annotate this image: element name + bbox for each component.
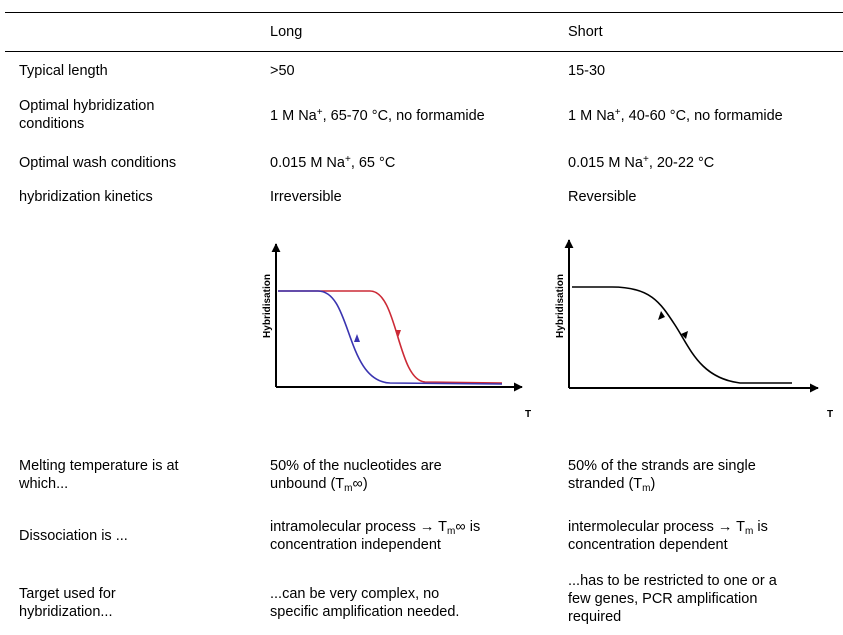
row-label-dissociation: Dissociation is ...	[19, 528, 128, 544]
cell-target-long-line2: specific amplification needed.	[270, 604, 460, 620]
cell-target-long-line1: ...can be very complex, no	[270, 586, 440, 602]
long-y-axis-label: Hybridisation	[262, 274, 273, 338]
short-y-axis-label: Hybridisation	[555, 274, 566, 338]
short-melting-plot: Hybridisation T	[555, 239, 833, 420]
cell-kinetics-short: Reversible	[568, 189, 637, 205]
row-label-hybridization-line2: conditions	[19, 116, 85, 132]
cell-hybridization-long: 1 M Na+, 65-70 °C, no formamide	[270, 107, 485, 125]
curve-red-melting	[278, 290, 503, 384]
cell-melting-long-line2: unbound (Tm∞)	[270, 476, 368, 494]
row-label-target-line2: hybridization...	[19, 604, 113, 620]
arrow-black-down	[681, 331, 688, 339]
row-label-hybridization-line1: Optimal hybridization	[19, 98, 155, 114]
cell-length-long: >50	[270, 63, 295, 79]
header-bottom-rule	[5, 51, 843, 52]
cell-dissociation-short-line1: intermolecular process → Tm is	[568, 519, 768, 537]
cell-target-short-line3: required	[568, 609, 622, 625]
cell-melting-long-line1: 50% of the nucleotides are	[270, 458, 442, 474]
cell-dissociation-long-line1: intramolecular process → Tm∞ is	[270, 519, 481, 537]
cell-dissociation-short-line2: concentration dependent	[568, 537, 728, 553]
cell-target-short-line1: ...has to be restricted to one or a	[568, 573, 777, 589]
cell-melting-short-line1: 50% of the strands are single	[568, 458, 756, 474]
cell-target-short-line2: few genes, PCR amplification	[568, 591, 758, 607]
row-label-wash: Optimal wash conditions	[19, 155, 177, 171]
cell-hybridization-short: 1 M Na+, 40-60 °C, no formamide	[568, 107, 783, 125]
row-label-typical-length: Typical length	[19, 63, 108, 79]
cell-wash-long: 0.015 M Na+, 65 °C	[270, 154, 396, 172]
cell-melting-short-line2: stranded (Tm)	[568, 476, 656, 494]
row-label-melting-line1: Melting temperature is at	[19, 458, 179, 474]
curve-blue-annealing	[278, 290, 503, 385]
arrow-black-up	[658, 311, 665, 320]
curve-black-reversible	[572, 286, 792, 384]
row-label-melting-line2: which...	[19, 476, 69, 492]
cell-dissociation-long-line2: concentration independent	[270, 537, 441, 553]
row-label-kinetics: hybridization kinetics	[19, 189, 153, 205]
cell-kinetics-long: Irreversible	[270, 189, 342, 205]
long-melting-plot: Hybridisation T	[262, 243, 531, 420]
cell-length-short: 15-30	[568, 63, 606, 79]
arrow-blue-up	[354, 334, 360, 342]
cell-wash-short: 0.015 M Na+, 20-22 °C	[568, 154, 715, 172]
short-x-axis-label: T	[827, 409, 833, 420]
column-header-short: Short	[568, 24, 603, 40]
table-top-rule	[5, 12, 843, 13]
arrow-red-down	[395, 330, 401, 338]
long-x-axis-label: T	[525, 409, 531, 420]
column-header-long: Long	[270, 24, 303, 40]
row-label-target-line1: Target used for	[19, 586, 116, 602]
